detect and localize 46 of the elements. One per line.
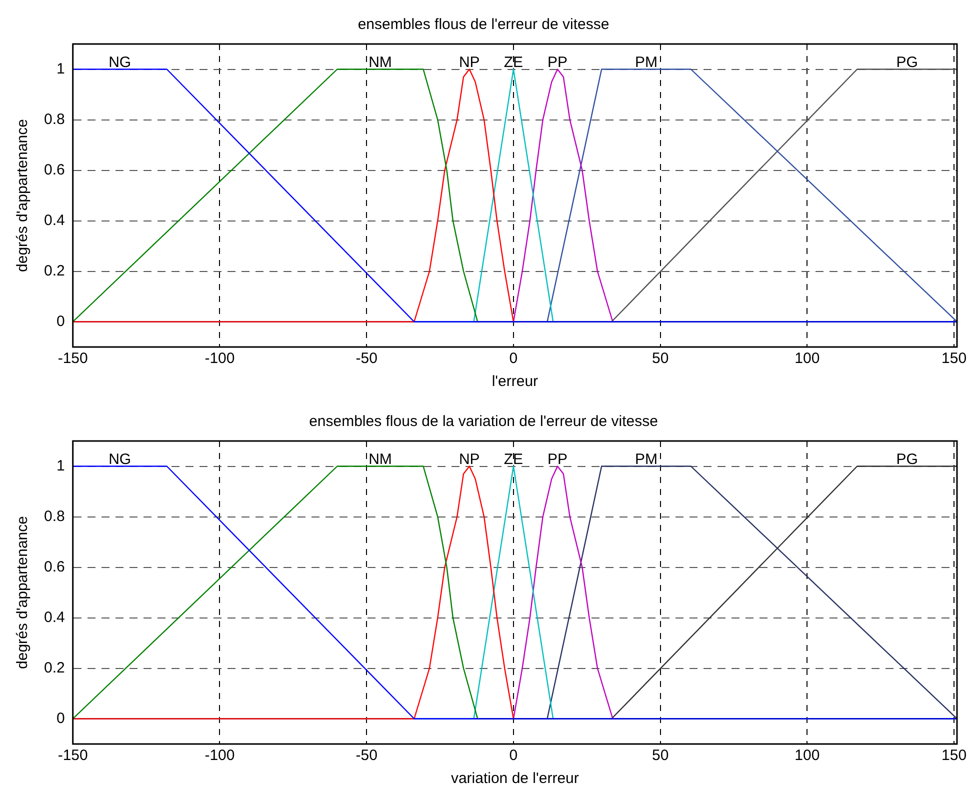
chart-title: ensembles flous de l'erreur de vitesse [358, 16, 610, 34]
y-tick-label: 0.8 [44, 110, 65, 128]
x-tick-label: -50 [356, 747, 378, 764]
y-tick-label: 1 [56, 457, 65, 474]
y-tick-label: 1 [56, 60, 65, 78]
y-tick-label: 0.2 [44, 659, 65, 676]
x-axis-title: variation de l'erreur [450, 770, 579, 788]
series-label: PG [896, 450, 918, 468]
x-tick-label: -50 [356, 350, 378, 368]
series-label: PP [548, 450, 568, 468]
series-label: NP [458, 54, 480, 71]
y-axis-title: degrés d'appartenance [14, 516, 32, 669]
y-tick-label: 0.6 [44, 558, 65, 576]
x-tick-label: -100 [204, 747, 235, 764]
series-label: NG [108, 54, 132, 71]
x-tick-label: -100 [204, 350, 235, 368]
series-label: ZE [504, 54, 524, 71]
series-label: PM [634, 54, 658, 71]
x-axis-title: l'erreur [492, 373, 538, 390]
x-tick-label: 0 [509, 747, 518, 764]
x-tick-label: -150 [58, 747, 88, 764]
series-label: NP [458, 450, 480, 468]
y-tick-label: 0 [56, 710, 65, 727]
y-tick-label: 0.8 [44, 508, 65, 525]
y-tick-label: 0 [56, 312, 65, 330]
y-tick-label: 0.4 [44, 212, 65, 229]
series-label: ZE [504, 450, 524, 468]
series-label: PM [634, 450, 658, 468]
series-label: NG [108, 450, 132, 468]
x-tick-label: 100 [794, 747, 820, 764]
y-tick-label: 0.2 [44, 262, 65, 280]
x-tick-label: 150 [942, 747, 967, 764]
y-tick-label: 0.4 [44, 608, 65, 626]
series-label: NM [368, 54, 392, 71]
y-axis-title: degrés d'appartenance [14, 119, 32, 272]
x-tick-label: 0 [509, 350, 518, 368]
x-tick-label: 50 [652, 747, 669, 764]
x-tick-label: 150 [942, 350, 967, 368]
series-label: PG [896, 54, 918, 71]
y-tick-label: 0.6 [44, 161, 65, 178]
chart-title: ensembles flous de la variation de l'erreur de vitesse [309, 413, 658, 430]
x-tick-label: -150 [58, 350, 88, 368]
series-label: NM [368, 450, 392, 468]
x-tick-label: 50 [652, 350, 669, 368]
x-tick-label: 100 [794, 350, 820, 368]
series-label: PP [548, 54, 568, 71]
